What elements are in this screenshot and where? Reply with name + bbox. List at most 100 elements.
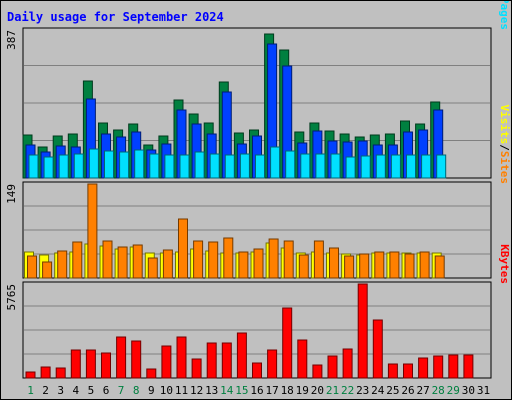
bar-hits-pages-day-19: [300, 153, 311, 179]
bar-sites-sites-day-14: [223, 237, 234, 279]
bar-kbytes-kbytes-day-25: [387, 363, 398, 379]
bar-kbytes-kbytes-day-3: [55, 367, 66, 379]
bar-sites-sites-day-4: [72, 241, 83, 279]
day-label-16: 16: [250, 384, 263, 397]
bar-sites-sites-day-24: [374, 251, 385, 279]
day-label-10: 10: [160, 384, 173, 397]
bar-sites-sites-day-18: [283, 240, 294, 279]
bar-kbytes-kbytes-day-21: [327, 355, 338, 379]
bar-hits-pages-day-15: [239, 153, 250, 179]
panel-sites-max-label: 149: [5, 184, 18, 204]
bar-kbytes-kbytes-day-17: [267, 349, 278, 379]
bar-kbytes-kbytes-day-23: [357, 283, 368, 379]
bar-sites-sites-day-23: [359, 253, 370, 279]
legend-entry: /: [498, 144, 511, 151]
bar-sites-sites-day-3: [57, 250, 68, 279]
day-label-18: 18: [281, 384, 294, 397]
day-label-4: 4: [72, 384, 79, 397]
bar-kbytes-kbytes-day-22: [342, 348, 353, 379]
bar-sites-sites-day-7: [117, 246, 128, 279]
bar-kbytes-kbytes-day-16: [252, 362, 262, 379]
bar-kbytes-kbytes-day-11: [176, 336, 187, 379]
bar-hits-pages-day-11: [179, 154, 190, 179]
day-label-7: 7: [118, 384, 125, 397]
bar-kbytes-kbytes-day-7: [116, 336, 127, 379]
day-label-21: 21: [326, 384, 339, 397]
bar-kbytes-kbytes-day-24: [372, 319, 383, 379]
bar-hits-pages-day-6: [104, 150, 114, 179]
bar-sites-sites-day-6: [102, 240, 113, 279]
day-label-15: 15: [235, 384, 248, 397]
bar-kbytes-kbytes-day-1: [25, 371, 36, 379]
bar-kbytes-kbytes-day-13: [206, 342, 217, 379]
bar-kbytes-kbytes-day-20: [312, 364, 323, 379]
day-label-17: 17: [265, 384, 278, 397]
day-label-29: 29: [447, 384, 460, 397]
day-label-25: 25: [386, 384, 399, 397]
day-label-22: 22: [341, 384, 354, 397]
bar-sites-sites-day-8: [132, 244, 143, 279]
bar-kbytes-kbytes-day-12: [191, 358, 202, 379]
bar-kbytes-kbytes-day-26: [403, 363, 413, 379]
bar-kbytes-kbytes-day-6: [101, 352, 111, 379]
day-label-9: 9: [148, 384, 155, 397]
bar-sites-sites-day-13: [208, 241, 219, 279]
bar-hits-pages-day-4: [73, 153, 84, 179]
bar-hits-pages-day-25: [390, 154, 401, 179]
bar-kbytes-kbytes-day-15: [236, 332, 247, 379]
day-label-11: 11: [175, 384, 188, 397]
day-label-23: 23: [356, 384, 369, 397]
bar-hits-pages-day-24: [375, 154, 386, 179]
day-label-20: 20: [311, 384, 324, 397]
bar-hits-pages-day-9: [149, 153, 160, 179]
panel-kbytes-max-label: 5765: [5, 284, 18, 311]
bar-hits-pages-day-17: [270, 146, 281, 179]
day-label-28: 28: [432, 384, 445, 397]
bar-sites-sites-day-9: [147, 257, 158, 279]
legend-entry: Visits: [498, 105, 511, 145]
bar-kbytes-kbytes-day-4: [70, 349, 81, 379]
bar-sites-sites-day-19: [298, 254, 309, 279]
panel-hits-legend: Hits/Files/Pages: [498, 1, 511, 30]
legend-entry: Sites: [498, 151, 511, 184]
bar-kbytes-kbytes-day-29: [448, 354, 459, 379]
panel-kbytes-legend: KBytes: [498, 244, 511, 284]
bar-kbytes-kbytes-day-14: [221, 342, 232, 379]
bar-hits-pages-day-14: [224, 154, 235, 179]
bar-hits-pages-day-12: [194, 151, 205, 179]
legend-entry: KBytes: [498, 244, 511, 284]
bar-sites-sites-day-22: [344, 255, 355, 279]
bar-hits-pages-day-22: [345, 156, 356, 179]
bar-hits-pages-day-1: [28, 154, 39, 179]
day-label-31: 31: [477, 384, 490, 397]
bar-kbytes-kbytes-day-19: [297, 339, 308, 379]
bar-sites-sites-day-21: [329, 247, 339, 279]
bar-kbytes-kbytes-day-18: [282, 307, 293, 379]
day-label-6: 6: [103, 384, 110, 397]
bar-hits-pages-day-20: [315, 153, 326, 179]
bar-sites-sites-day-17: [268, 238, 279, 279]
bar-sites-sites-day-12: [193, 240, 204, 279]
bar-hits-pages-day-26: [406, 154, 416, 179]
bar-sites-sites-day-10: [162, 249, 173, 279]
bar-hits-pages-day-16: [255, 154, 265, 179]
bar-sites-sites-day-28: [434, 255, 445, 279]
bar-sites-sites-day-2: [42, 261, 53, 279]
day-label-3: 3: [57, 384, 64, 397]
bar-kbytes-kbytes-day-5: [85, 349, 96, 379]
bar-hits-pages-day-21: [330, 153, 341, 179]
bar-hits-pages-day-10: [164, 154, 175, 179]
bar-sites-sites-day-20: [313, 240, 324, 279]
day-label-24: 24: [371, 384, 385, 397]
bar-sites-sites-day-25: [389, 251, 400, 279]
day-label-1: 1: [27, 384, 34, 397]
bar-hits-pages-day-5: [88, 148, 99, 179]
day-label-14: 14: [220, 384, 234, 397]
bar-hits-pages-day-23: [360, 155, 371, 179]
day-label-19: 19: [296, 384, 309, 397]
bar-kbytes-kbytes-day-9: [146, 368, 157, 379]
bar-kbytes-kbytes-day-8: [131, 340, 142, 379]
bar-hits-pages-day-18: [285, 150, 296, 179]
bar-sites-sites-day-11: [178, 218, 188, 279]
